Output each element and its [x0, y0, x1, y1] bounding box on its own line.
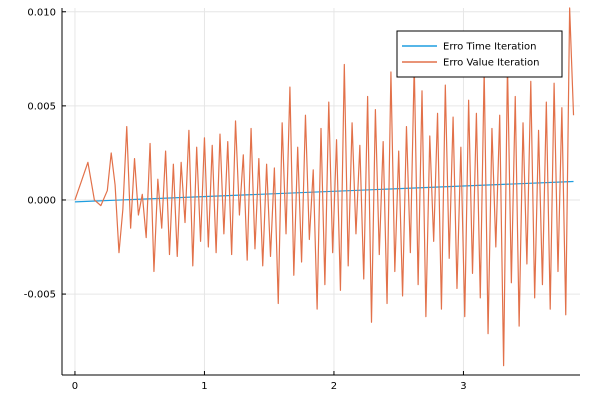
legend: Erro Time Iteration Erro Value Iteration	[396, 30, 563, 78]
axes	[61, 8, 580, 376]
legend-box	[396, 30, 563, 78]
tick-labels: 0 1 2 3 -0.005 0.000 0.005 0.010	[24, 7, 467, 392]
legend-label-1: Erro Value Iteration	[443, 58, 540, 69]
series	[74, 7, 575, 367]
legend-label-0: Erro Time Iteration	[443, 42, 537, 53]
y-tick-label: -0.005	[24, 290, 56, 301]
series-line-1	[74, 7, 575, 367]
y-tick-label: 0.010	[27, 7, 56, 18]
x-tick-label: 3	[460, 381, 466, 392]
x-tick-label: 1	[201, 381, 207, 392]
x-tick-label: 0	[72, 381, 78, 392]
series-line-0	[74, 180, 574, 203]
y-tick-label: 0.005	[27, 101, 56, 112]
y-tick-label: 0.000	[27, 195, 56, 206]
x-tick-label: 2	[331, 381, 337, 392]
